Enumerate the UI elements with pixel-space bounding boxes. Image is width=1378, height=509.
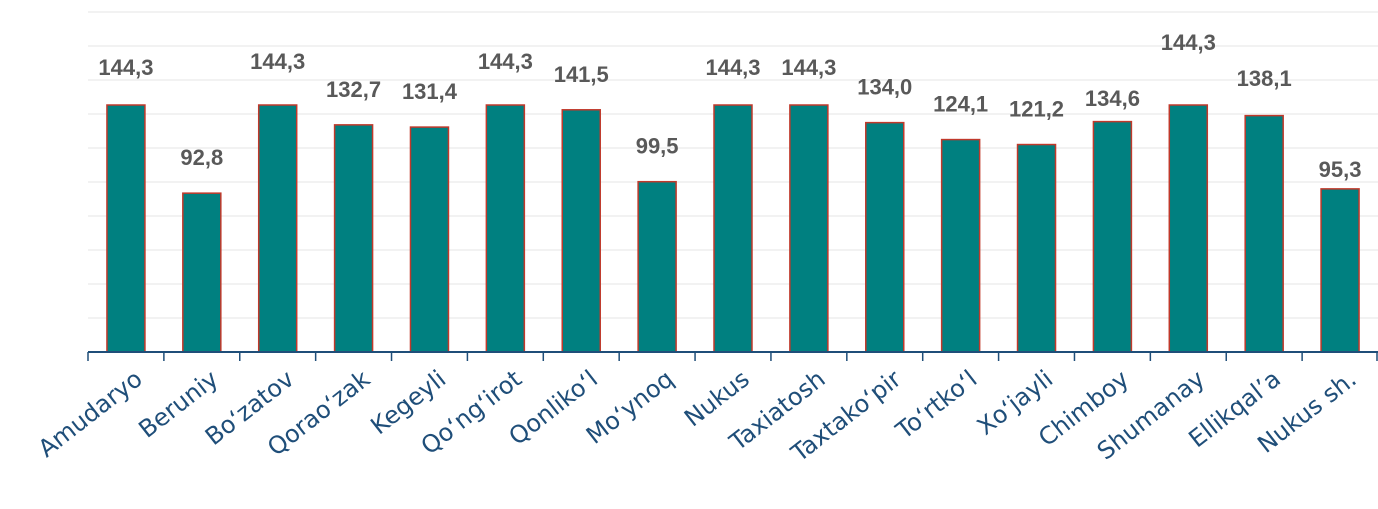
data-label: 144,3 [1161,30,1216,55]
bar [1092,120,1133,353]
bar [1016,143,1057,353]
bar [333,124,374,353]
bar [1320,188,1360,353]
data-label: 92,8 [180,145,223,170]
data-label: 95,3 [1319,157,1362,182]
bar [561,109,601,353]
category-label: Amudaryo [33,365,148,463]
bar [182,192,222,353]
data-label: 132,7 [326,77,381,102]
data-labels: 144,3 92,8 144,3 132,7 131,4 144,3 141,5 99,5 14… [98,30,1361,182]
data-label: 134,0 [857,75,912,100]
data-label: 141,5 [554,62,609,87]
bar [485,104,526,353]
bar [940,138,981,353]
data-label: 144,3 [781,55,836,80]
data-label: 131,4 [402,79,458,104]
bar [713,104,753,353]
data-label: 124,1 [933,92,988,117]
data-label: 144,3 [478,49,533,74]
bar [637,180,677,353]
bar [1168,104,1209,353]
bars [106,104,1360,353]
data-label: 144,3 [98,55,153,80]
data-label: 138,1 [1237,66,1292,91]
category-labels: AmudaryoBeruniyBo‘zatovQorao‘zakKegeyliQ… [33,365,1362,468]
data-label: 134,6 [1085,86,1140,111]
bar [1244,114,1284,353]
data-label: 144,3 [250,49,305,74]
bar [865,121,905,353]
bar [257,104,298,353]
x-axis-ticks [87,352,1378,361]
bar [409,126,450,353]
bar [789,104,829,353]
data-label: 144,3 [705,55,760,80]
bar [106,104,146,353]
data-label: 99,5 [636,134,679,159]
data-label: 121,2 [1009,97,1064,122]
category-label: To‘rtko‘l [890,365,982,446]
